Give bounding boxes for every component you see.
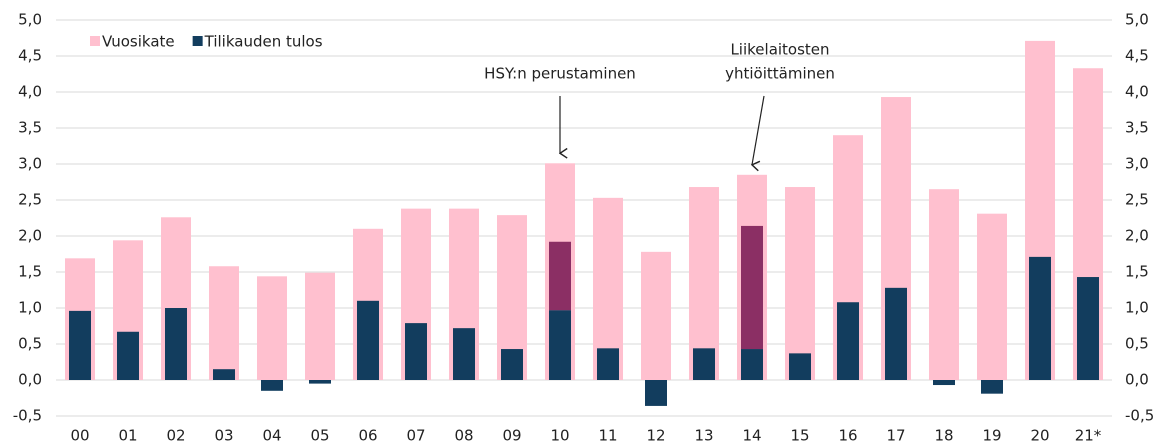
bar <box>261 380 283 391</box>
y2-tick-label: 1,0 <box>1125 299 1149 317</box>
legend-swatch <box>192 36 203 46</box>
x-tick-label: 21* <box>1075 427 1102 445</box>
y-tick-label: 1,0 <box>18 299 42 317</box>
annotation: Liikelaitosten <box>730 41 829 59</box>
annotation: yhtiöittäminen <box>725 65 835 83</box>
x-tick-label: 17 <box>886 427 905 445</box>
bar <box>929 189 959 380</box>
bar <box>305 272 335 380</box>
y-tick-label: 1,5 <box>18 263 42 281</box>
bar <box>885 287 907 380</box>
x-tick-label: 07 <box>406 427 425 445</box>
bar <box>693 348 715 380</box>
x-tick-label: 05 <box>310 427 329 445</box>
x-tick-label: 06 <box>358 427 377 445</box>
y2-tick-label: 0,5 <box>1125 335 1149 353</box>
y2-tick-label: 4,0 <box>1125 83 1149 101</box>
bar <box>645 380 667 406</box>
legend-label: Vuosikate <box>102 33 175 51</box>
y2-tick-label: 2,0 <box>1125 227 1149 245</box>
bar <box>117 331 139 380</box>
bar <box>641 251 671 380</box>
x-tick-label: 19 <box>982 427 1001 445</box>
x-tick-label: 09 <box>502 427 521 445</box>
bar <box>209 266 239 380</box>
bar <box>981 380 1003 394</box>
bar <box>1029 256 1051 380</box>
bar <box>741 349 763 380</box>
y-tick-label: 5,0 <box>18 11 42 29</box>
x-tick-label: 15 <box>790 427 809 445</box>
x-tick-label: 13 <box>694 427 713 445</box>
bar <box>837 302 859 380</box>
bar <box>741 225 763 350</box>
y-tick-label: 3,5 <box>18 119 42 137</box>
y-tick-label: 4,0 <box>18 83 42 101</box>
x-tick-label: 10 <box>550 427 569 445</box>
bar <box>549 310 571 380</box>
x-tick-label: 01 <box>118 427 137 445</box>
bar <box>933 380 955 386</box>
bar <box>501 349 523 380</box>
annotation: HSY:n perustaminen <box>484 65 636 83</box>
bar <box>453 328 475 380</box>
x-tick-label: 11 <box>598 427 617 445</box>
bar <box>213 369 235 380</box>
bar <box>789 353 811 380</box>
y-tick-label: 2,5 <box>18 191 42 209</box>
y2-tick-label: 1,5 <box>1125 263 1149 281</box>
x-tick-label: 00 <box>70 427 89 445</box>
bar <box>257 276 287 380</box>
y-tick-label: 3,0 <box>18 155 42 173</box>
bar <box>689 187 719 380</box>
y2-tick-label: -0,5 <box>1125 407 1154 425</box>
x-tick-label: 12 <box>646 427 665 445</box>
x-tick-label: 18 <box>934 427 953 445</box>
y-tick-label: 0,5 <box>18 335 42 353</box>
bar <box>357 300 379 380</box>
x-tick-label: 16 <box>838 427 857 445</box>
bar <box>597 348 619 380</box>
x-tick-label: 02 <box>166 427 185 445</box>
bar <box>1077 277 1099 380</box>
bar <box>405 323 427 380</box>
y2-tick-label: 5,0 <box>1125 11 1149 29</box>
bar <box>165 308 187 380</box>
y-tick-label: 4,5 <box>18 47 42 65</box>
bar <box>309 380 331 384</box>
x-tick-label: 03 <box>214 427 233 445</box>
y2-tick-label: 0,0 <box>1125 371 1149 389</box>
y2-tick-label: 3,0 <box>1125 155 1149 173</box>
x-tick-label: 08 <box>454 427 473 445</box>
legend-label: Tilikauden tulos <box>204 33 323 51</box>
y-tick-label: -0,5 <box>13 407 42 425</box>
y-tick-label: 0,0 <box>18 371 42 389</box>
y2-tick-label: 2,5 <box>1125 191 1149 209</box>
y2-tick-label: 4,5 <box>1125 47 1149 65</box>
bar <box>977 213 1007 380</box>
bar <box>785 187 815 380</box>
legend-swatch <box>90 36 100 46</box>
y-tick-label: 2,0 <box>18 227 42 245</box>
bar <box>69 310 91 380</box>
y2-tick-label: 3,5 <box>1125 119 1149 137</box>
x-tick-label: 04 <box>262 427 281 445</box>
x-tick-label: 14 <box>742 427 761 445</box>
x-tick-label: 20 <box>1030 427 1049 445</box>
annotation-arrow <box>752 95 765 165</box>
bar <box>549 241 571 311</box>
